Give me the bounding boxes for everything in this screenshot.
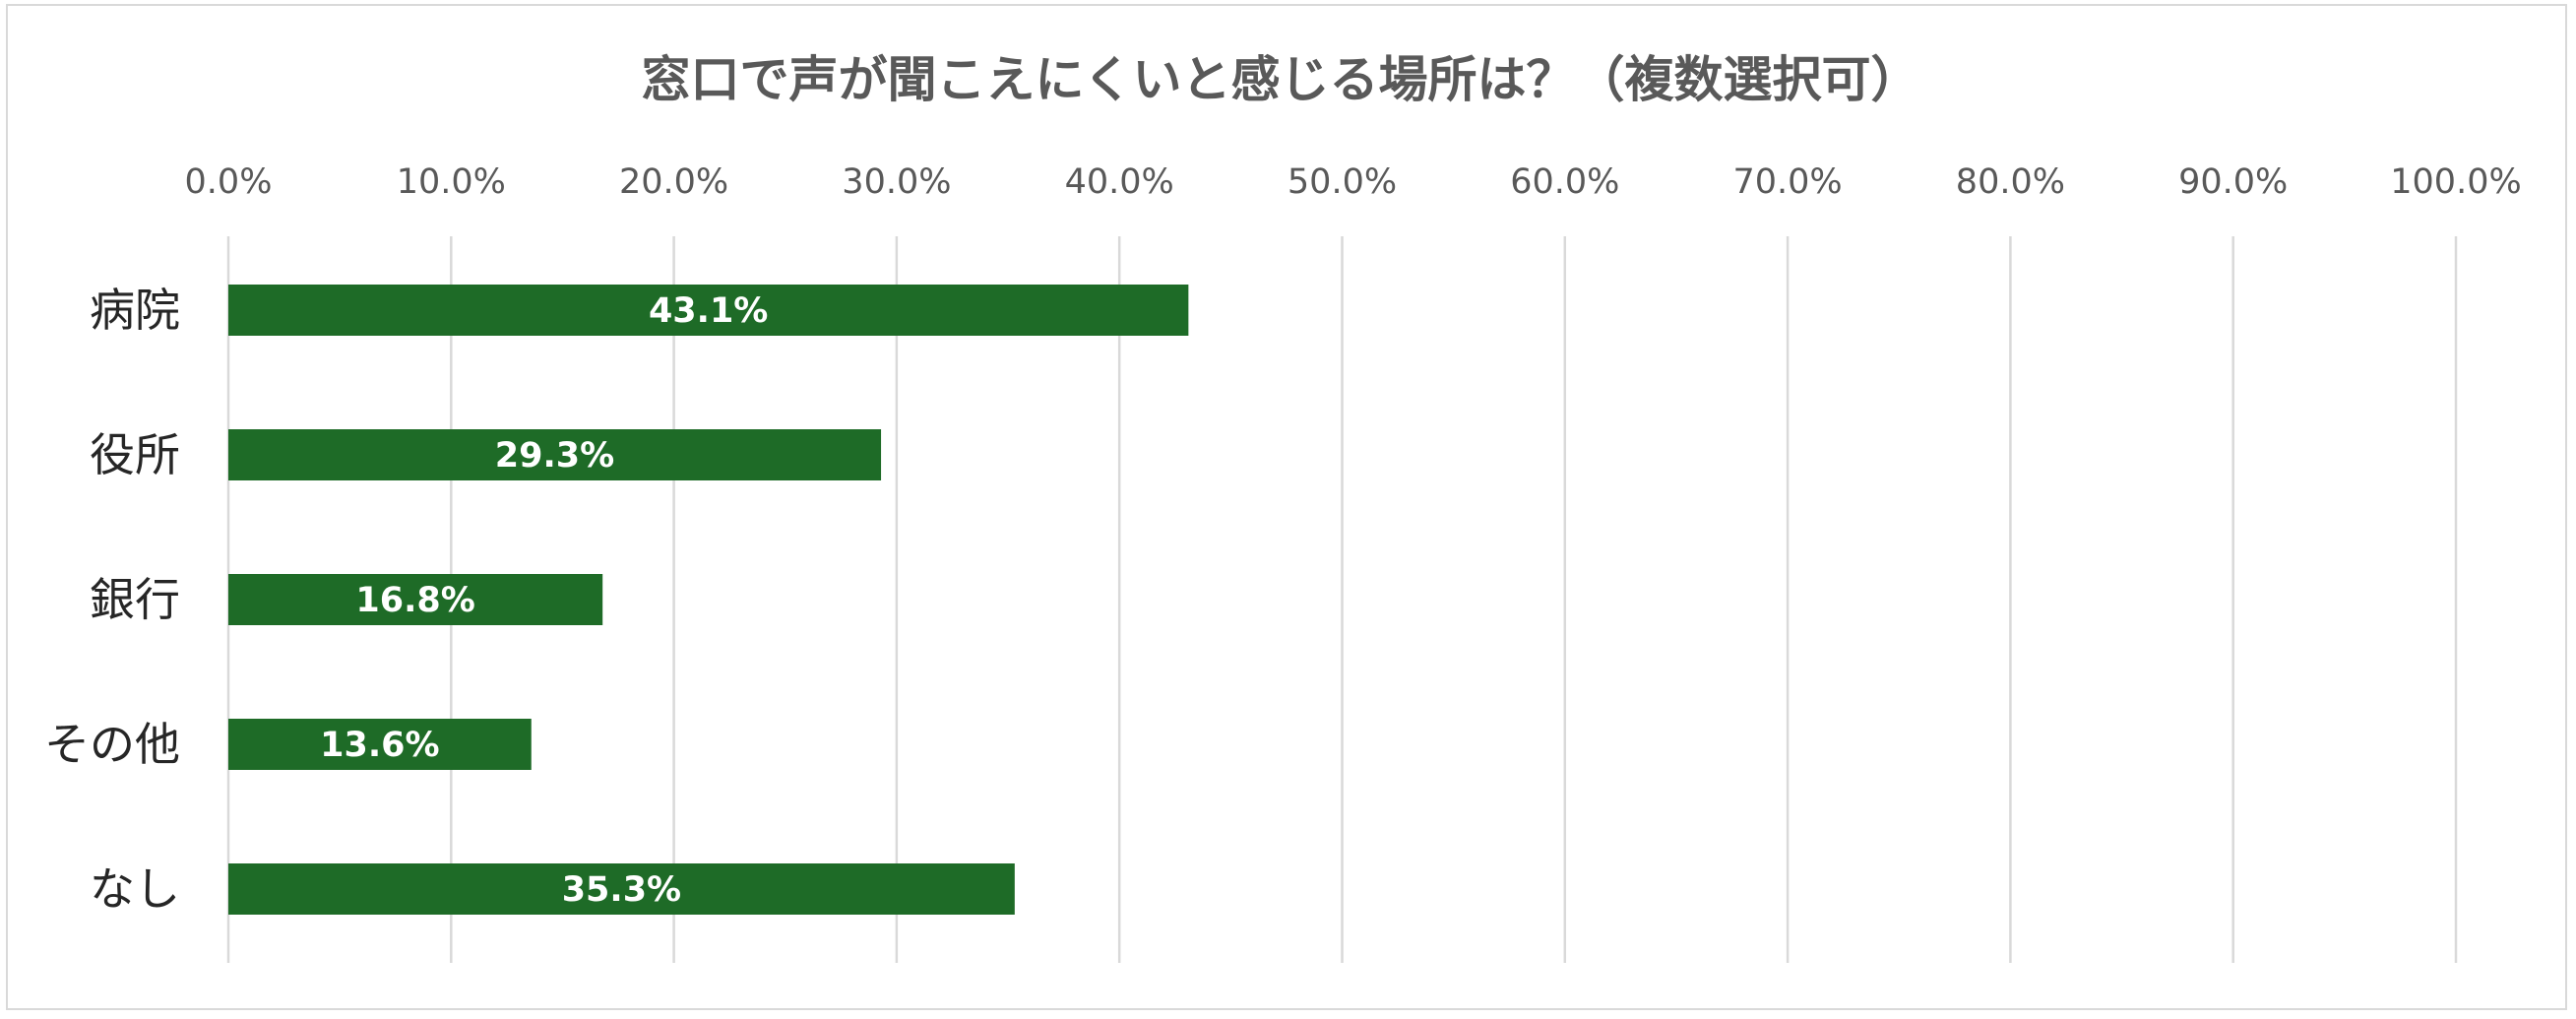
bar xyxy=(228,285,1189,336)
x-tick-label: 0.0% xyxy=(185,162,273,202)
x-tick-label: 50.0% xyxy=(1288,162,1397,202)
category-label: 銀行 xyxy=(90,573,180,626)
category-label: その他 xyxy=(44,718,180,771)
chart-title: 窓口で声が聞こえにくいと感じる場所は？（複数選択可） xyxy=(642,51,1920,108)
bar xyxy=(228,863,1015,915)
data-label: 29.3% xyxy=(495,436,614,476)
data-label: 16.8% xyxy=(355,581,474,620)
gridlines xyxy=(226,236,2458,963)
data-label: 43.1% xyxy=(649,291,768,331)
x-tick-label: 70.0% xyxy=(1733,162,1843,202)
data-labels: 43.1% 29.3% 16.8% 13.6% 35.3% xyxy=(320,291,768,910)
bar xyxy=(228,574,603,625)
data-label: 35.3% xyxy=(562,870,681,910)
x-axis-tick-labels: 0.0% 10.0% 20.0% 30.0% 40.0% 50.0% 60.0% 70.0% 8… xyxy=(185,162,2522,202)
x-tick-label: 90.0% xyxy=(2178,162,2288,202)
x-tick-label: 40.0% xyxy=(1065,162,1174,202)
data-label: 13.6% xyxy=(320,726,439,765)
x-tick-label: 10.0% xyxy=(397,162,506,202)
category-label: 役所 xyxy=(90,428,180,481)
chart-frame xyxy=(6,4,2567,1010)
x-tick-label: 60.0% xyxy=(1510,162,1619,202)
x-tick-label: 20.0% xyxy=(619,162,728,202)
bars xyxy=(228,285,1189,915)
category-label: なし xyxy=(90,862,180,916)
category-label: 病院 xyxy=(90,284,180,337)
x-tick-label: 100.0% xyxy=(2390,162,2521,202)
bar xyxy=(228,429,882,480)
bar xyxy=(228,719,532,770)
x-tick-label: 80.0% xyxy=(1956,162,2065,202)
x-tick-label: 30.0% xyxy=(842,162,951,202)
